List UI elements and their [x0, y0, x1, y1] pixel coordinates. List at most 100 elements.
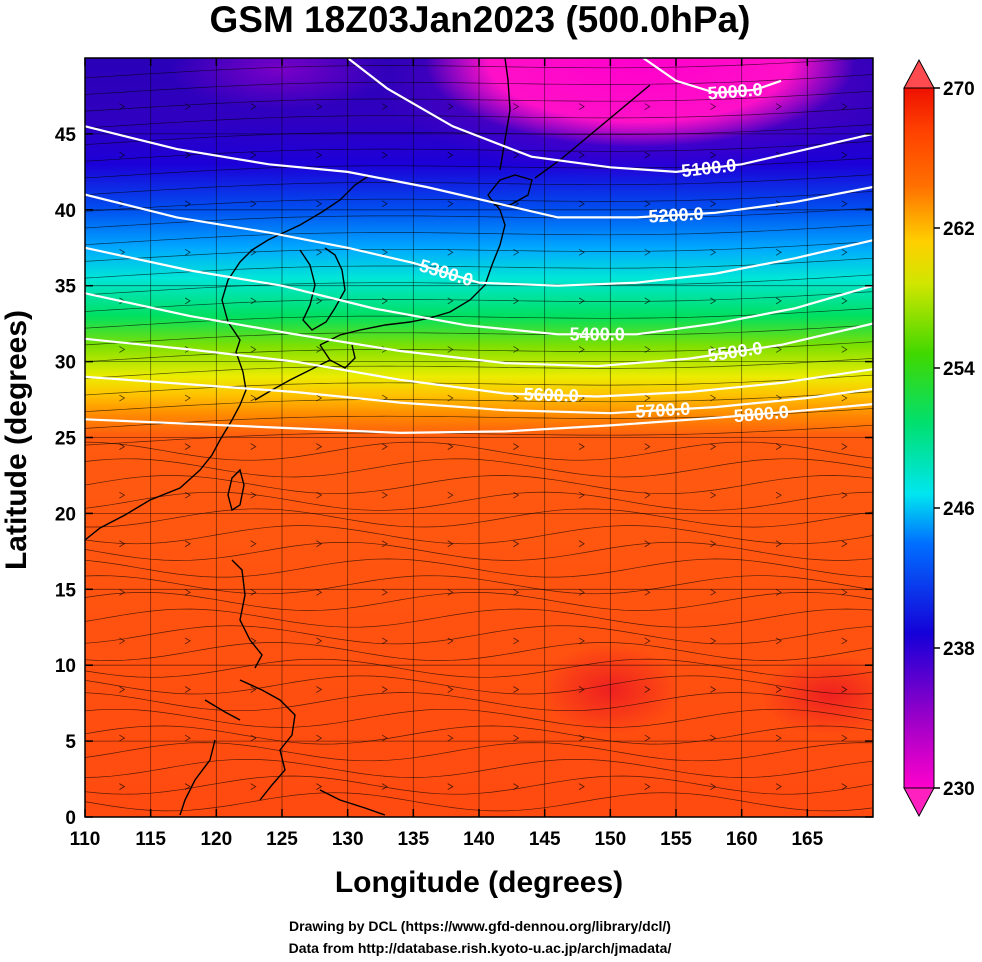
wind-arrow — [316, 443, 323, 450]
wind-arrow — [513, 151, 520, 159]
coast-sulu — [204, 699, 241, 721]
wind-arrow — [513, 734, 520, 742]
wind-arrow — [578, 783, 585, 790]
wind-arrow — [644, 248, 651, 256]
wind-arrow — [513, 783, 520, 790]
wind-arrow — [578, 103, 585, 110]
y-tick-label: 40 — [55, 201, 76, 222]
y-tick-label: 5 — [65, 732, 76, 753]
colorbar-tick-label: 238 — [943, 639, 975, 660]
wind-arrow — [841, 297, 848, 305]
contour-line — [85, 125, 873, 219]
y-tick-label: 0 — [65, 808, 76, 829]
wind-arrow — [841, 248, 848, 256]
coast-sakhalin — [499, 58, 511, 171]
wind-arrow — [184, 588, 191, 596]
wind-arrow — [841, 491, 848, 499]
wind-arrow — [447, 540, 454, 548]
coastlines — [85, 58, 651, 816]
wind-arrow — [513, 394, 520, 402]
wind-arrow — [578, 637, 585, 645]
wind-arrow — [381, 443, 388, 450]
wind-arrow — [775, 297, 782, 305]
wind-arrow — [447, 686, 454, 693]
y-tick-label: 20 — [55, 504, 76, 525]
wind-arrow — [381, 200, 388, 208]
wind-arrow — [644, 151, 651, 159]
wind-arrow — [316, 103, 323, 110]
wind-arrow — [841, 394, 848, 402]
wind-arrow — [578, 734, 585, 742]
wind-arrow — [447, 491, 454, 499]
wind-arrow — [119, 783, 126, 790]
wind-arrow — [250, 588, 257, 596]
colorbar-tick-label: 270 — [943, 79, 975, 100]
wind-arrow — [710, 783, 717, 790]
x-axis: 110 115 120 125 130 135 140 145 150 155 160 165 — [70, 58, 824, 850]
x-tick-label: 120 — [200, 829, 232, 850]
wind-arrow — [447, 637, 454, 645]
coast-philippines-south — [239, 679, 296, 801]
coast-korea — [299, 247, 346, 331]
wind-arrow — [710, 734, 717, 742]
x-tick-label: 125 — [266, 829, 298, 850]
wind-arrow — [513, 297, 520, 305]
wind-arrow — [841, 686, 848, 693]
wind-arrow — [250, 103, 257, 110]
wind-arrow — [119, 588, 126, 596]
y-axis: 0 5 10 15 20 25 30 35 40 45 — [55, 125, 873, 829]
chart-title: GSM 18Z03Jan2023 (500.0hPa) — [209, 0, 751, 40]
grid — [85, 58, 873, 817]
wind-arrow — [250, 686, 257, 693]
wind-arrow — [775, 734, 782, 742]
wind-arrow — [841, 588, 848, 596]
wind-arrow — [775, 443, 782, 450]
wind-arrow — [316, 491, 323, 499]
wind-arrow — [710, 637, 717, 645]
wind-arrow — [644, 734, 651, 742]
wind-arrow — [710, 443, 717, 450]
coast-kurils — [534, 84, 651, 179]
wind-arrow — [184, 394, 191, 402]
x-tick-label: 110 — [70, 829, 101, 850]
wind-arrow — [447, 588, 454, 596]
coast-new-guinea — [319, 789, 386, 816]
wind-arrow — [644, 103, 651, 110]
wind-arrow — [775, 783, 782, 790]
colorbar-max-arrow — [903, 58, 935, 89]
wind-arrow — [250, 297, 257, 305]
wind-arrow — [710, 297, 717, 305]
wind-arrow — [710, 491, 717, 499]
wind-arrow — [447, 346, 454, 353]
y-tick-label: 45 — [55, 125, 77, 146]
wind-arrow — [578, 297, 585, 305]
cold-core — [425, 58, 855, 147]
wind-arrow — [119, 734, 126, 742]
y-tick-label: 30 — [55, 353, 76, 374]
colorbar: 230 238 246 254 262 270 — [903, 58, 975, 818]
contour-line — [85, 292, 873, 368]
coast-hokkaido — [487, 174, 533, 206]
contour-line — [85, 403, 873, 435]
wind-arrow — [841, 637, 848, 645]
wind-arrow — [644, 637, 651, 645]
wind-arrow — [841, 200, 848, 208]
coast-ryukyu — [254, 359, 331, 401]
height-contours: 5000.05100.05200.05300.05400.05500.05600… — [85, 58, 873, 435]
wind-arrow — [316, 686, 323, 693]
colorbar-ticks: 230 238 246 254 262 270 — [934, 79, 975, 800]
wind-arrow — [710, 394, 717, 402]
credit-data: Data from http://database.rish.kyoto-u.a… — [288, 940, 672, 956]
x-axis-title: Longitude (degrees) — [334, 866, 624, 899]
wind-arrow — [316, 200, 323, 208]
wind-arrow — [184, 686, 191, 693]
wind-arrow — [119, 491, 126, 499]
wind-arrow — [184, 734, 191, 742]
wind-arrow — [578, 151, 585, 159]
y-tick-label: 15 — [55, 580, 77, 601]
wind-arrow — [644, 200, 651, 208]
wind-arrow — [841, 783, 848, 790]
wind-arrow — [250, 394, 257, 402]
wind-arrow — [644, 346, 651, 353]
